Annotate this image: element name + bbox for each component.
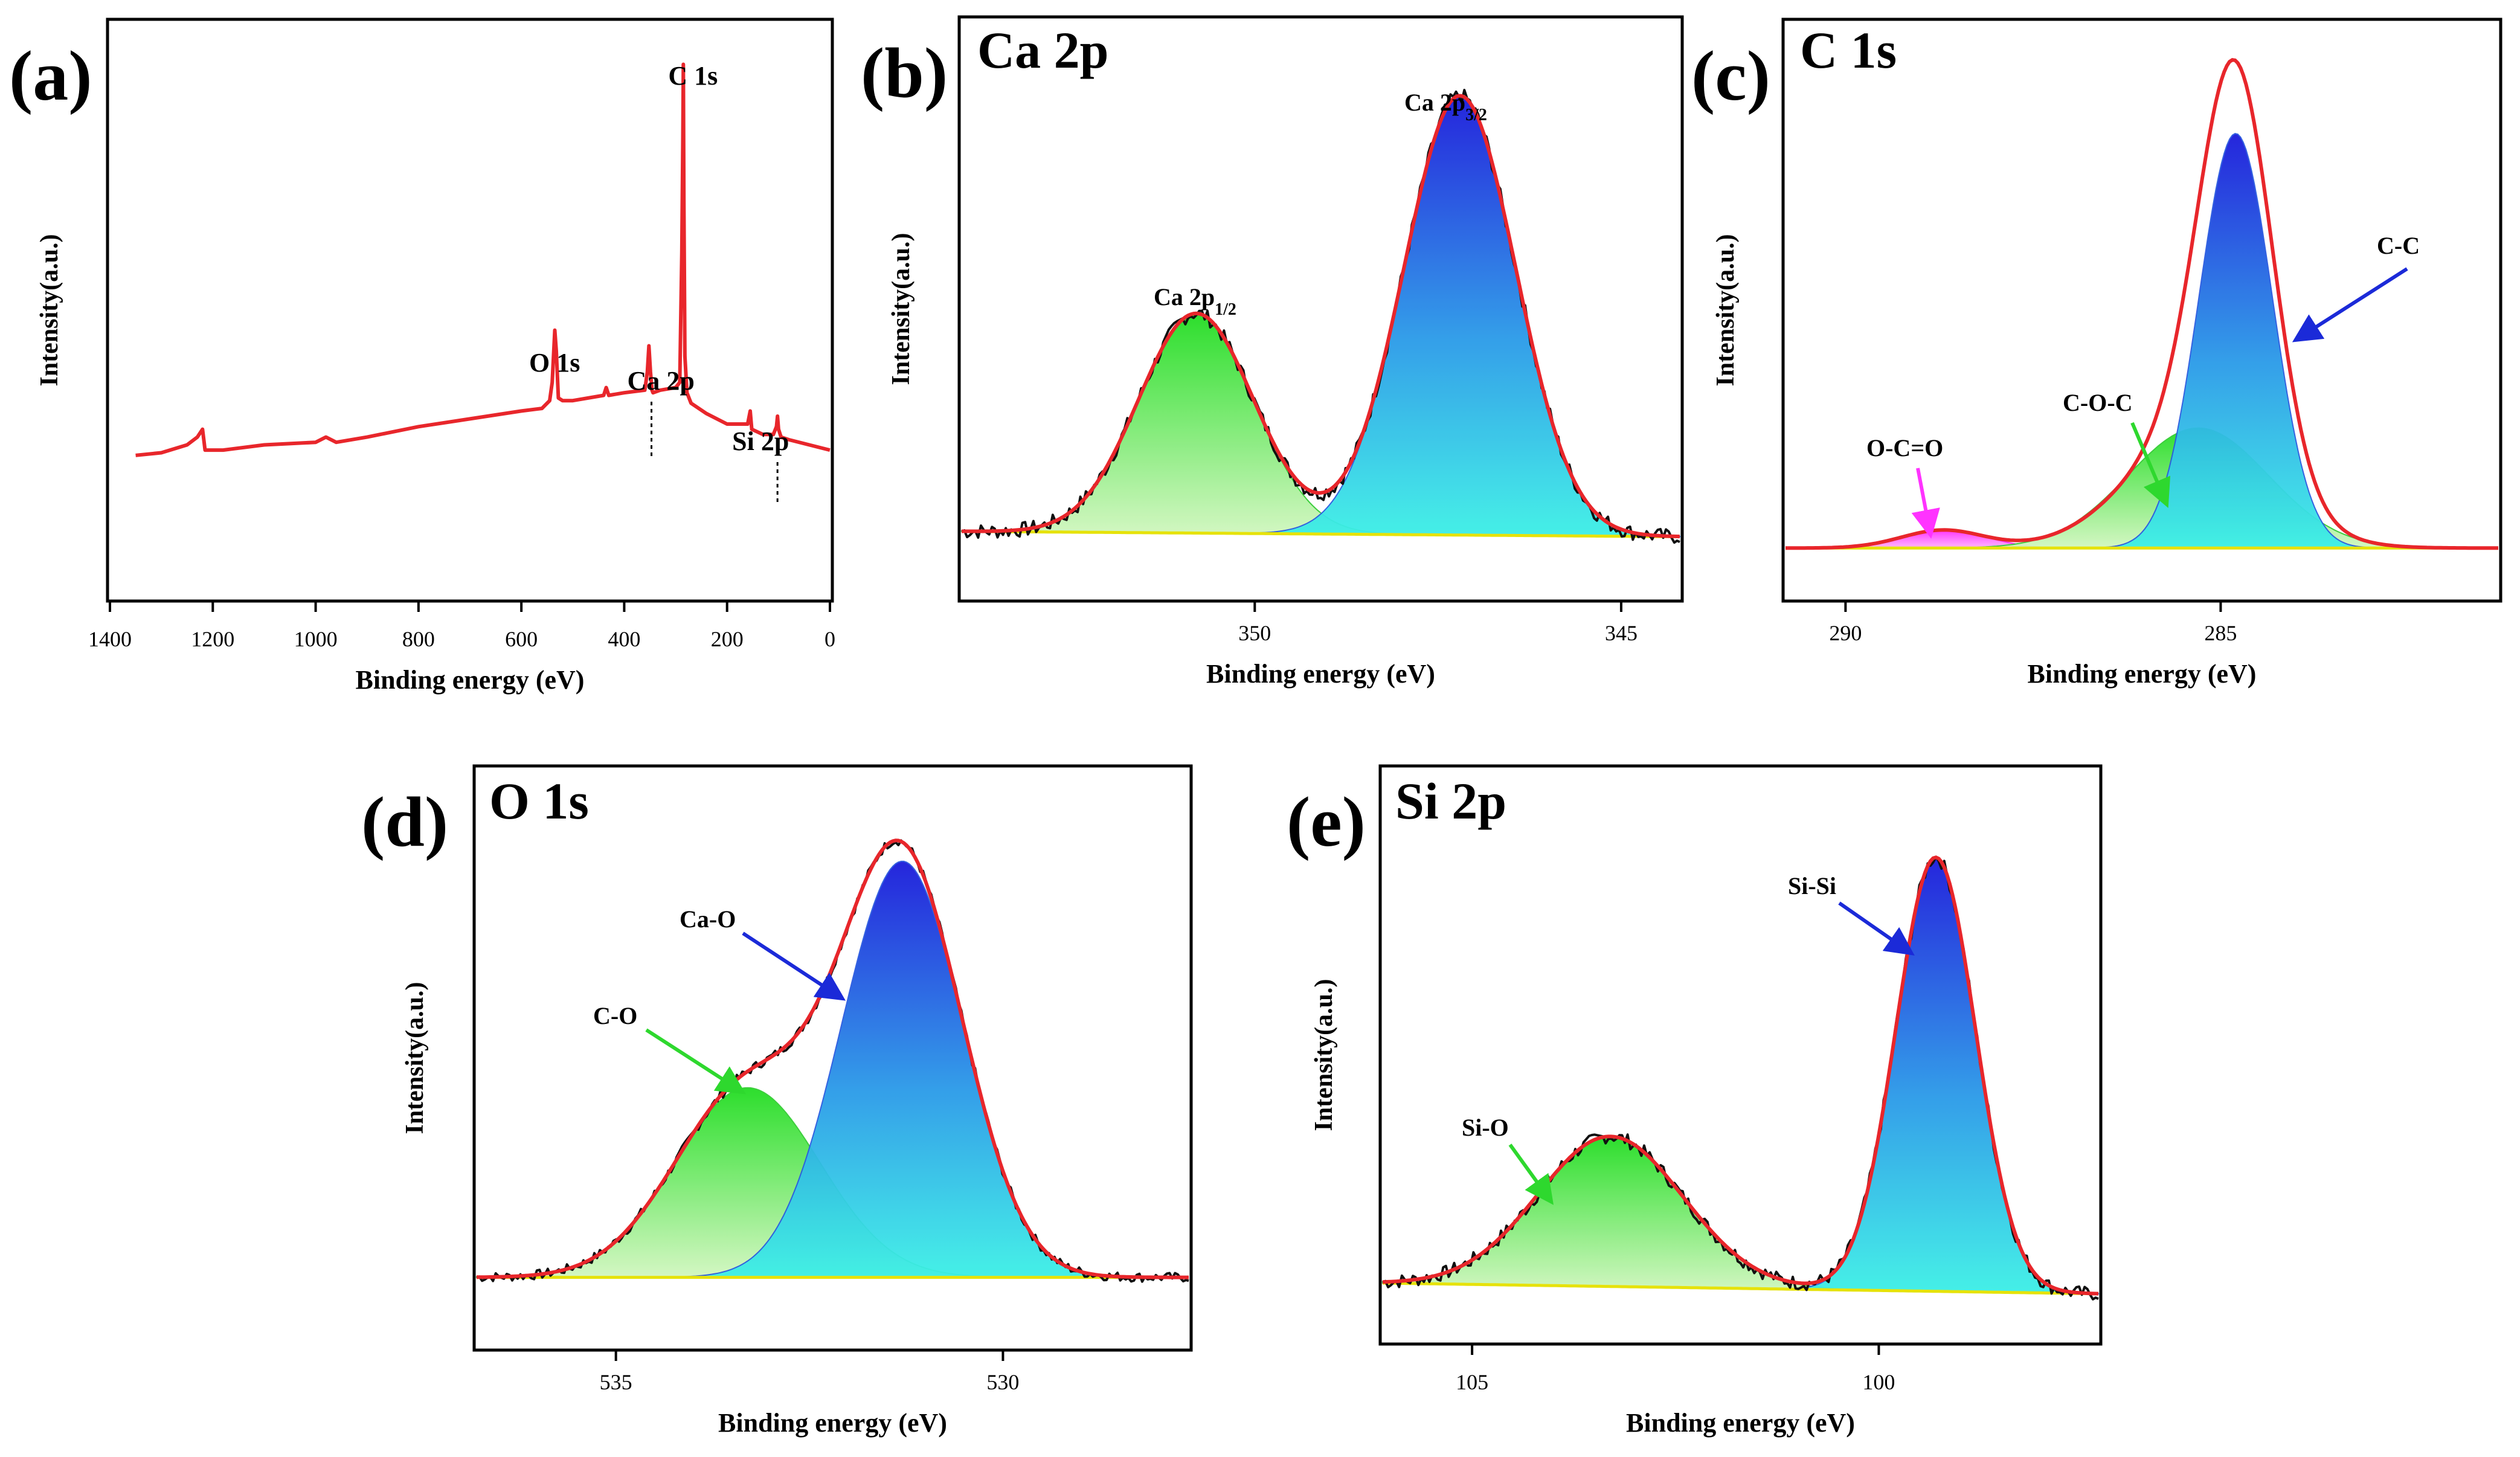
- component-arrow: [743, 933, 840, 997]
- survey-series-line: [136, 65, 830, 455]
- panel-title: Si 2p: [1395, 772, 1506, 830]
- panel-title: C 1s: [1800, 21, 1897, 79]
- component-arrow: [1918, 468, 1930, 532]
- component-arrow: [1510, 1145, 1549, 1199]
- x-tick-label: 1400: [88, 627, 132, 651]
- x-tick-label: 400: [608, 627, 640, 651]
- panel-label: (c): [1691, 36, 1770, 115]
- panel-b: (b) Ca 2p Intensity(a.u.) Binding energy (e…: [861, 17, 1682, 689]
- y-axis-label: Intensity(a.u.): [1310, 979, 1338, 1131]
- x-tick-label: 345: [1605, 621, 1638, 645]
- y-axis-label: Intensity(a.u.): [401, 982, 429, 1134]
- x-tick-label: 100: [1862, 1370, 1895, 1394]
- x-tick-label: 200: [711, 627, 744, 651]
- panel-c: (c) C 1s Intensity(a.u.) Binding energy (eV…: [1691, 19, 2501, 689]
- component-peak-ca-o: [477, 861, 1189, 1278]
- peak-annotation: O 1s: [529, 348, 580, 378]
- component-peak-ca-2p3-2: [962, 96, 1680, 537]
- panel-title: O 1s: [489, 772, 589, 830]
- component-label: C-O: [593, 1002, 637, 1029]
- component-arrow: [646, 1030, 740, 1090]
- xps-figure: (a) Intensity(a.u.) Binding energy (eV) 140…: [0, 0, 2520, 1457]
- panel-d: (d) O 1s Intensity(a.u.) Binding energy (eV…: [361, 766, 1191, 1438]
- panel-a: (a) Intensity(a.u.) Binding energy (eV) 140…: [9, 19, 835, 695]
- x-tick-label: 290: [1829, 621, 1862, 645]
- panel-label: (e): [1287, 782, 1366, 861]
- panel-label: (d): [361, 782, 448, 861]
- component-label-subscript: 3/2: [1465, 106, 1487, 124]
- y-axis-label: Intensity(a.u.): [887, 233, 915, 385]
- peak-annotation: Si 2p: [732, 426, 789, 456]
- component-label: O-C=O: [1866, 434, 1943, 462]
- envelope-fit-line: [962, 96, 1680, 537]
- component-arrow: [1839, 903, 1909, 951]
- component-label: Si-O: [1462, 1114, 1509, 1141]
- y-axis-label: Intensity(a.u.): [1712, 234, 1740, 386]
- panels-layer: (a) Intensity(a.u.) Binding energy (eV) 140…: [9, 17, 2501, 1438]
- panel-e: (e) Si 2p Intensity(a.u.) Binding energy (e…: [1287, 766, 2101, 1438]
- panel-label: (a): [9, 36, 92, 115]
- x-tick-label: 285: [2204, 621, 2237, 645]
- component-label: C-C: [2377, 232, 2420, 259]
- panel-label: (b): [861, 33, 948, 112]
- panel-title: Ca 2p: [977, 21, 1108, 79]
- x-tick-label: 600: [505, 627, 538, 651]
- x-axis-label: Binding energy (eV): [356, 665, 585, 695]
- x-tick-label: 535: [600, 1370, 632, 1394]
- x-axis-label: Binding energy (eV): [1206, 659, 1435, 689]
- x-tick-label: 350: [1238, 621, 1271, 645]
- x-axis-label: Binding energy (eV): [2028, 659, 2257, 689]
- component-label: C-O-C: [2063, 389, 2133, 416]
- y-axis-label: Intensity(a.u.): [36, 234, 63, 386]
- x-tick-label: 0: [824, 627, 835, 651]
- x-tick-label: 530: [986, 1370, 1019, 1394]
- plot-frame: [108, 19, 832, 601]
- peak-annotation: C 1s: [668, 61, 718, 91]
- component-label-subscript: 1/2: [1215, 300, 1236, 319]
- x-tick-label: 800: [402, 627, 435, 651]
- x-tick-label: 1200: [191, 627, 234, 651]
- component-label: Si-Si: [1788, 872, 1836, 899]
- component-label: Ca-O: [680, 905, 736, 933]
- x-axis-label: Binding energy (eV): [1626, 1408, 1855, 1438]
- component-arrow: [2298, 269, 2407, 338]
- x-tick-label: 105: [1456, 1370, 1488, 1394]
- x-axis-label: Binding energy (eV): [718, 1408, 947, 1438]
- component-peak-si-si: [1383, 857, 2098, 1294]
- x-tick-label: 1000: [294, 627, 338, 651]
- peak-annotation: Ca 2p: [628, 366, 695, 396]
